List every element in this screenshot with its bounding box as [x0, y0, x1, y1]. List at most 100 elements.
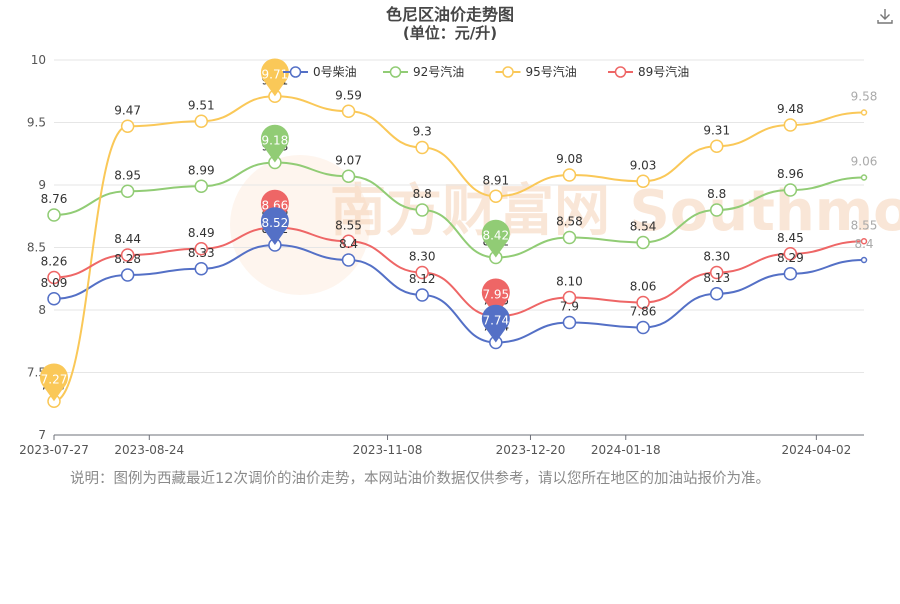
data-point — [562, 315, 577, 330]
marker-pin-shape — [481, 304, 510, 343]
data-label: 8.91 — [482, 173, 509, 187]
data-label: 8.95 — [114, 168, 141, 182]
data-label: 9.08 — [556, 152, 583, 166]
data-label: 8.26 — [41, 255, 68, 269]
data-label: 8.8 — [413, 187, 432, 201]
y-tick-label: 9 — [38, 178, 46, 192]
marker-pin: 7.27 — [40, 363, 69, 402]
data-point — [341, 104, 356, 118]
data-point — [341, 253, 356, 267]
data-point — [415, 140, 429, 155]
data-label: 9.03 — [630, 158, 657, 172]
data-point — [415, 288, 429, 302]
data-label: 8.33 — [188, 246, 215, 260]
marker-pin-shape — [481, 219, 510, 258]
data-point — [194, 262, 209, 276]
chart-subtitle: (单位：元/升) — [403, 24, 497, 42]
marker-pin-shape — [481, 278, 510, 317]
data-label: 8.55 — [851, 218, 878, 232]
y-tick-label: 8 — [38, 303, 46, 317]
data-label: 9.59 — [335, 88, 362, 102]
legend[interactable]: 0号柴油 92号汽油 95号汽油 89号汽油 — [283, 64, 689, 79]
data-point — [783, 267, 798, 281]
marker-pin-shape — [260, 207, 289, 245]
marker-pin: 9.71 — [260, 58, 289, 97]
data-point — [709, 265, 724, 280]
y-tick-label: 7 — [38, 428, 46, 442]
download-icon[interactable] — [875, 6, 895, 26]
legend-label: 89号汽油 — [638, 64, 689, 79]
legend-marker — [502, 66, 514, 78]
marker-pin: 7.95 — [481, 278, 510, 317]
x-tick-label: 2023-07-27 — [19, 443, 89, 457]
marker-pin: 8.42 — [481, 219, 510, 258]
data-point — [860, 256, 868, 264]
data-point — [415, 265, 429, 280]
data-label: 9.06 — [851, 155, 878, 169]
x-tick-label: 2024-04-02 — [781, 443, 851, 457]
markers: 9.717.279.188.428.667.958.527.74 — [40, 58, 510, 402]
legend-label: 95号汽油 — [526, 64, 577, 79]
data-point — [783, 183, 798, 197]
x-tick-label: 2023-12-20 — [496, 443, 566, 457]
legend-item[interactable]: 0号柴油 — [283, 65, 357, 79]
data-point — [709, 139, 724, 153]
data-point — [47, 270, 61, 285]
grid: 77.588.599.510 — [27, 53, 864, 442]
data-label: 7.86 — [630, 305, 657, 319]
data-point — [120, 184, 135, 198]
data-label: 9.51 — [188, 98, 215, 112]
data-point — [783, 118, 798, 132]
series-group — [47, 89, 868, 408]
data-label: 8.29 — [777, 251, 804, 265]
data-label: 9.07 — [335, 153, 362, 167]
marker-pin-shape — [260, 124, 289, 163]
data-label: 8.54 — [630, 220, 657, 234]
marker-pin-label: 9.71 — [262, 67, 289, 81]
marker-pin: 9.18 — [260, 124, 289, 163]
data-label: 8.10 — [556, 275, 583, 289]
data-point — [120, 119, 135, 133]
data-point — [636, 320, 650, 335]
data-label: 7.9 — [560, 300, 579, 314]
data-label: 9.48 — [777, 102, 804, 116]
data-point — [47, 292, 61, 306]
data-point — [562, 230, 577, 245]
y-tick-label: 8.5 — [27, 241, 46, 255]
data-point — [562, 168, 577, 182]
legend-label: 92号汽油 — [413, 64, 464, 79]
marker-pin: 7.74 — [481, 304, 510, 343]
data-label: 8.76 — [41, 192, 68, 206]
data-point — [194, 114, 209, 128]
data-point — [194, 242, 209, 256]
marker-pin-label: 8.42 — [482, 229, 509, 243]
data-label: 8.4 — [854, 237, 873, 251]
x-tick-label: 2024-01-18 — [591, 443, 661, 457]
data-label: 9.47 — [114, 103, 141, 117]
legend-item[interactable]: 95号汽油 — [495, 64, 577, 79]
chart-note: 说明：图例为西藏最近12次调价的油价走势，本网站油价数据仅供参考，请以您所在地区… — [70, 471, 770, 487]
data-label: 8.8 — [707, 187, 726, 201]
data-point — [860, 174, 868, 181]
x-tick-label: 2023-08-24 — [114, 443, 184, 457]
data-point — [47, 208, 61, 222]
data-point — [120, 248, 135, 262]
data-label: 9.3 — [413, 125, 432, 139]
data-point — [860, 109, 868, 116]
data-label: 8.44 — [114, 232, 141, 246]
data-label: 8.99 — [188, 163, 215, 177]
data-label: 8.09 — [41, 276, 68, 290]
data-label: 8.13 — [703, 271, 730, 285]
marker-pin-label: 8.52 — [262, 216, 289, 230]
data-point — [709, 287, 724, 301]
legend-item[interactable]: 89号汽油 — [608, 64, 689, 79]
data-point — [415, 203, 429, 217]
marker-pin-label: 7.95 — [482, 287, 509, 301]
legend-item[interactable]: 92号汽油 — [383, 64, 464, 79]
data-label: 8.30 — [409, 250, 436, 264]
data-point — [489, 189, 503, 203]
marker-pin: 8.52 — [260, 207, 289, 245]
data-point — [636, 295, 650, 310]
data-point — [341, 234, 356, 248]
